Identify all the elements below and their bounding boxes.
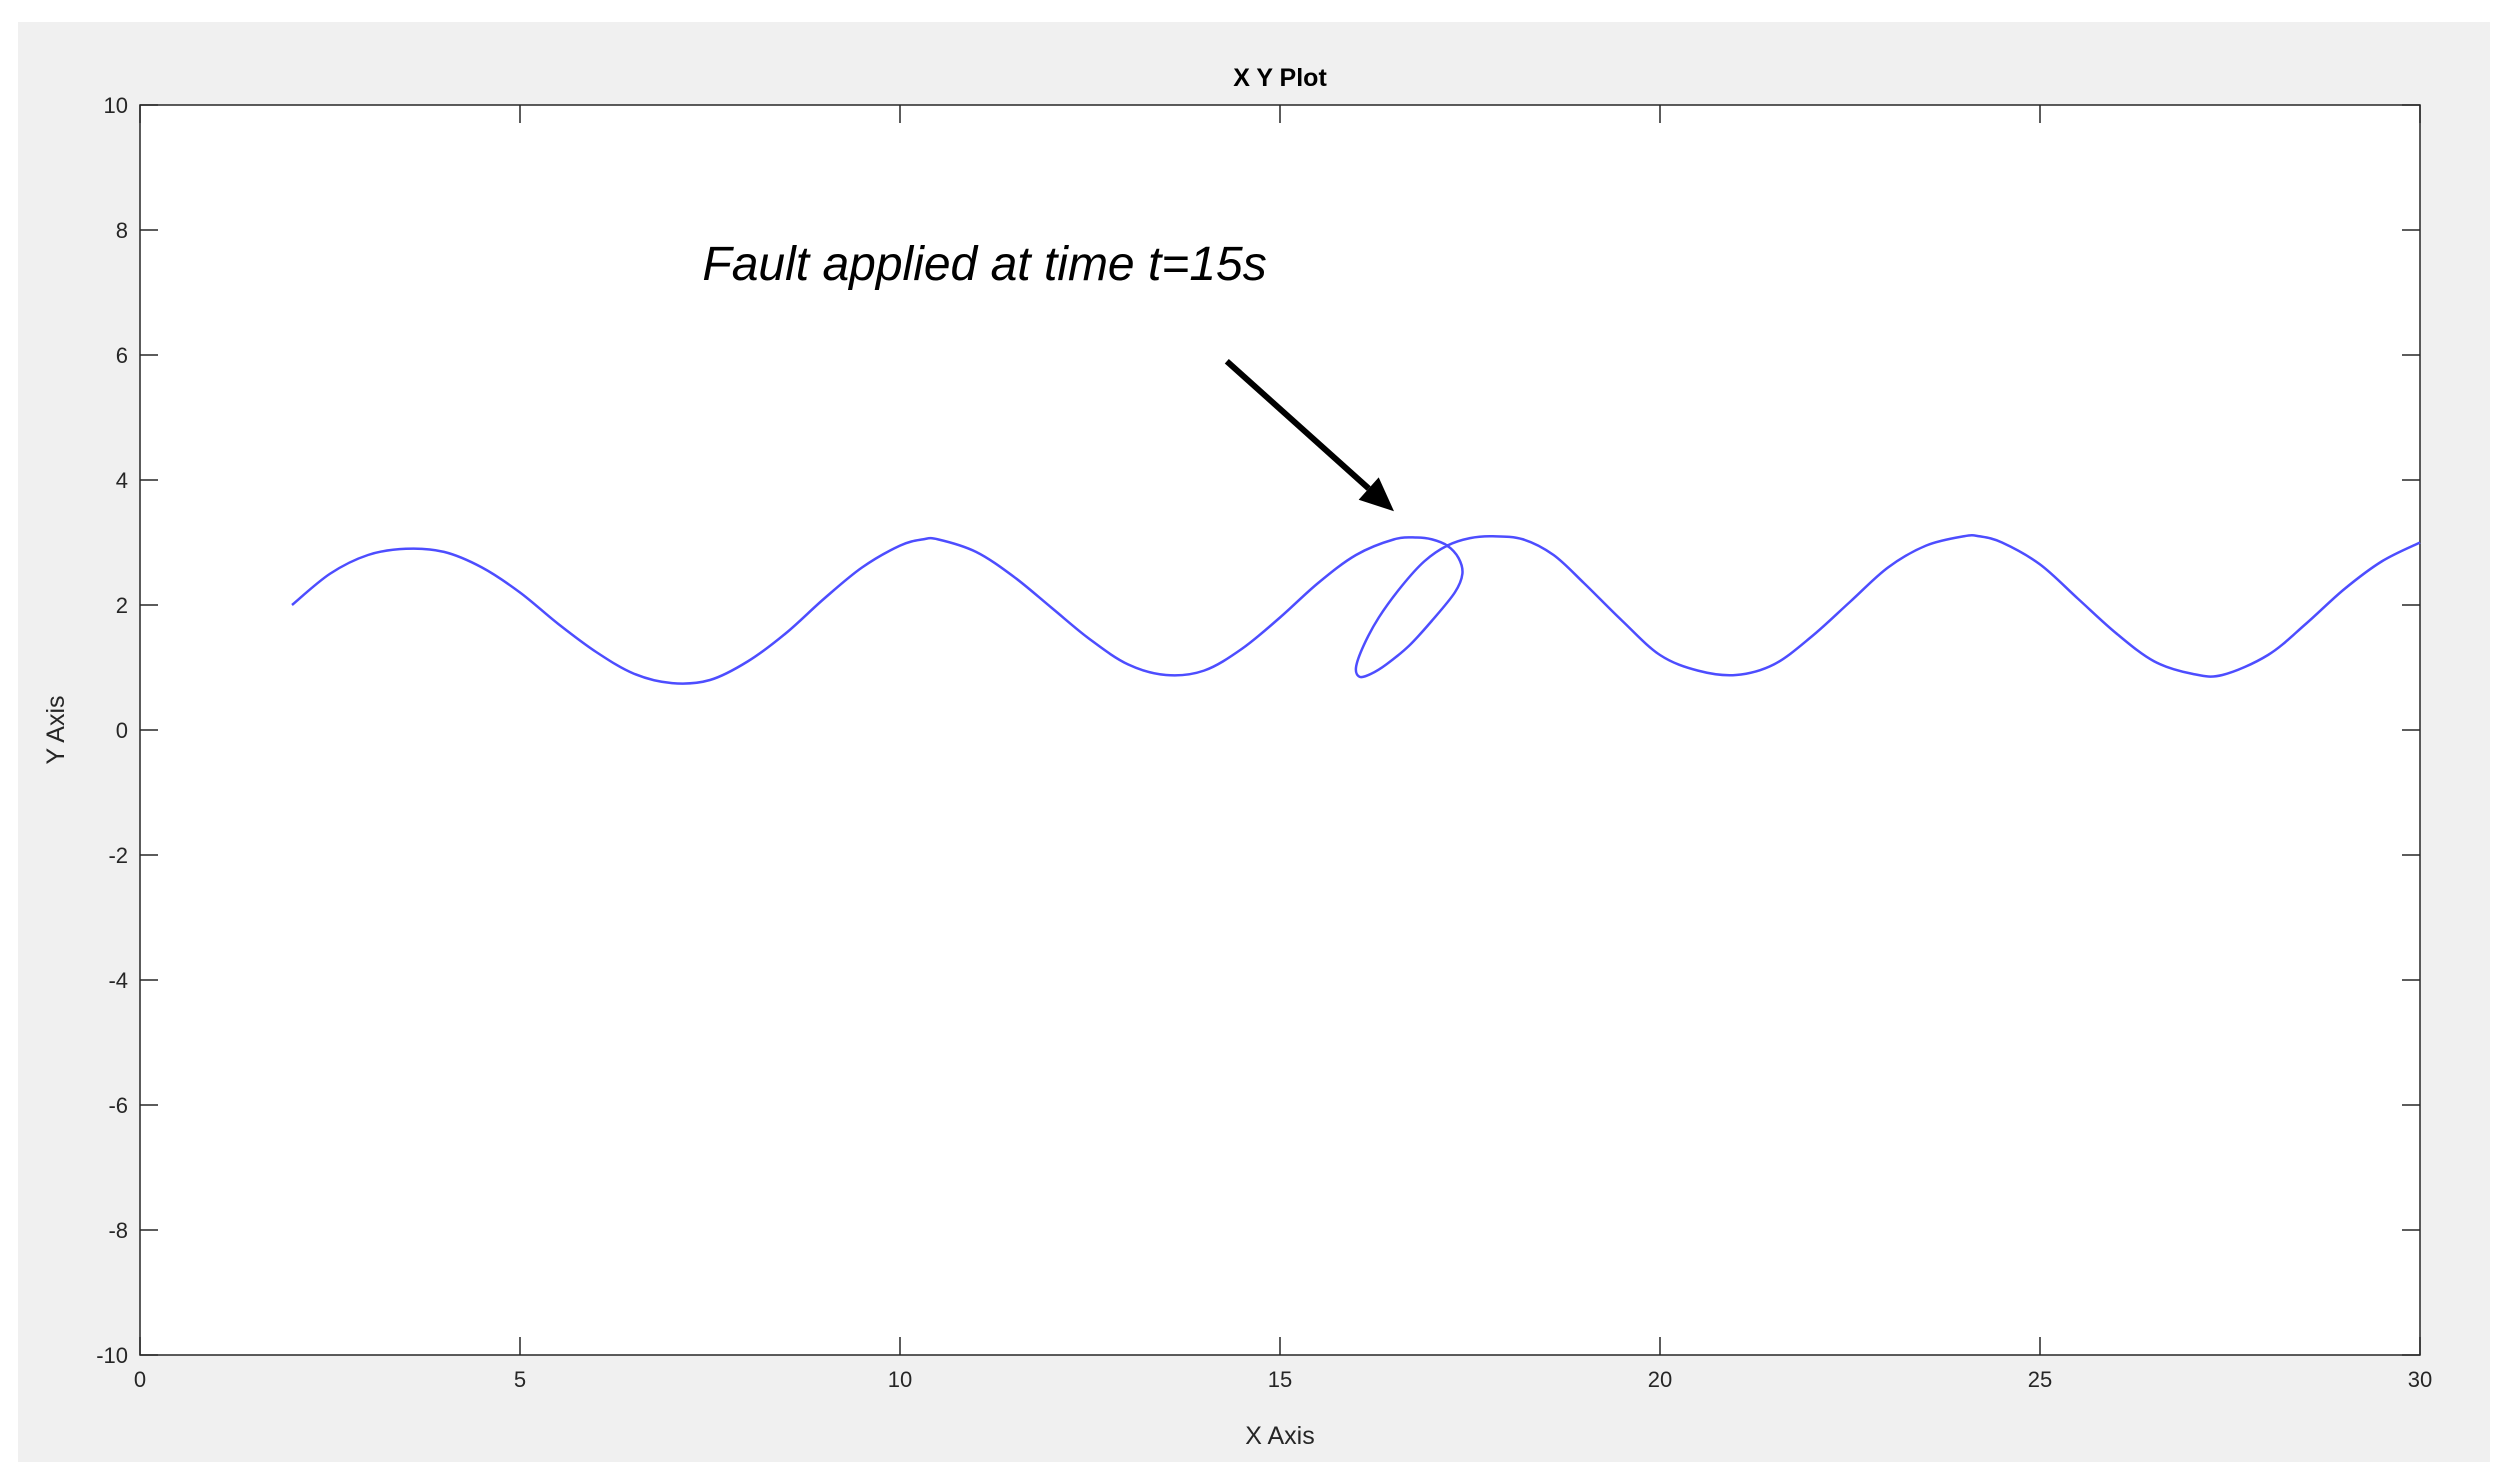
x-axis-ticks: 0 5 10 15 20 25 30 bbox=[134, 105, 2432, 1392]
y-tick-label: 4 bbox=[116, 468, 128, 493]
annotation-arrow bbox=[1224, 359, 1371, 491]
y-axis-label: Y Axis bbox=[42, 695, 70, 764]
y-tick-label: -8 bbox=[108, 1218, 128, 1243]
x-tick-label: 15 bbox=[1268, 1367, 1292, 1392]
x-tick-label: 30 bbox=[2408, 1367, 2432, 1392]
annotation-arrowhead bbox=[1358, 477, 1394, 512]
chart-title: X Y Plot bbox=[1233, 64, 1327, 92]
y-tick-label: -2 bbox=[108, 843, 128, 868]
x-tick-label: 10 bbox=[888, 1367, 912, 1392]
y-tick-label: 10 bbox=[104, 93, 128, 118]
y-tick-label: -6 bbox=[108, 1093, 128, 1118]
y-tick-label: 0 bbox=[116, 718, 128, 743]
y-tick-label: -4 bbox=[108, 968, 128, 993]
y-tick-label: 6 bbox=[116, 343, 128, 368]
x-axis-label: X Axis bbox=[1245, 1422, 1314, 1450]
x-tick-label: 0 bbox=[134, 1367, 146, 1392]
x-tick-label: 5 bbox=[514, 1367, 526, 1392]
plot-area bbox=[139, 104, 2421, 1356]
y-tick-label: -10 bbox=[96, 1343, 128, 1368]
series-line bbox=[291, 534, 2421, 685]
x-tick-label: 20 bbox=[1648, 1367, 1672, 1392]
y-tick-label: 2 bbox=[116, 593, 128, 618]
x-tick-label: 25 bbox=[2028, 1367, 2052, 1392]
annotation-text: Fault applied at time t=15s bbox=[702, 238, 1266, 291]
y-axis-ticks: -10 -8 -6 -4 -2 0 2 4 6 8 10 bbox=[96, 93, 2420, 1368]
y-tick-label: 8 bbox=[116, 218, 128, 243]
